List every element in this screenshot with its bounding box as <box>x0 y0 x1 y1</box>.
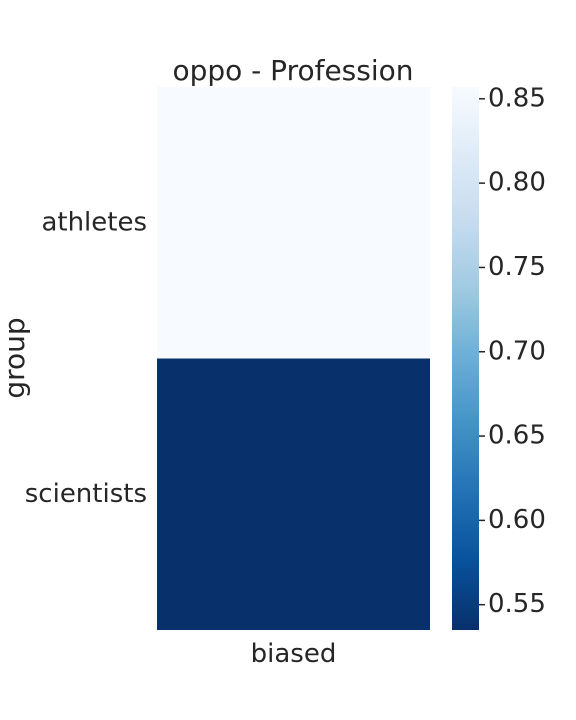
colorbar-tick-label: 0.65 <box>488 421 546 451</box>
colorbar-tick-label: 0.80 <box>488 168 546 198</box>
row-label-athletes: athletes <box>41 207 147 237</box>
colorbar-tick-label: 0.85 <box>488 83 546 113</box>
y-axis-label: group <box>0 317 31 398</box>
chart-title: oppo - Profession <box>172 54 413 87</box>
row-labels: athletes scientists <box>25 207 147 509</box>
row-label-scientists: scientists <box>25 479 147 509</box>
heatmap-cells <box>157 87 430 630</box>
column-label-biased: biased <box>251 639 337 669</box>
column-labels: biased <box>251 639 337 669</box>
colorbar-tick-label: 0.60 <box>488 505 546 535</box>
colorbar-tick-label: 0.75 <box>488 252 546 282</box>
colorbar <box>452 87 479 630</box>
heatmap-cell-athletes-biased <box>157 87 430 359</box>
colorbar-tick-label: 0.55 <box>488 589 546 619</box>
colorbar-ticks: 0.55 0.60 0.65 0.70 0.75 0.80 0.85 <box>479 83 546 619</box>
colorbar-tick-label: 0.70 <box>488 336 546 366</box>
heatmap-cell-scientists-biased <box>157 358 430 630</box>
